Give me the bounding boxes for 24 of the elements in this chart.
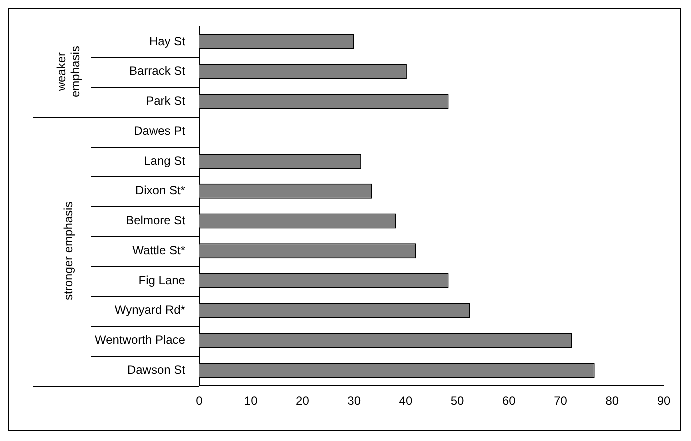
x-tick-label: 70 — [554, 394, 568, 408]
text: stronger emphasis — [61, 202, 76, 300]
y-tick-label: Wattle St* — [132, 243, 186, 258]
y-tick-label: Lang St — [144, 154, 186, 168]
x-tick-label: 60 — [502, 394, 516, 408]
y-tick-label: Dixon St* — [135, 184, 186, 198]
y-tick-label: Wynyard Rd* — [114, 303, 186, 318]
x-tick-label: 90 — [657, 394, 671, 408]
x-tick-label: 30 — [348, 394, 362, 408]
y-tick-label: Dawes Pt — [134, 124, 186, 138]
text: weaker emphasis — [54, 46, 82, 98]
x-tick-label: 80 — [606, 394, 620, 408]
x-tick-label: 50 — [450, 394, 465, 408]
y-tick-label: Park St — [146, 94, 186, 108]
y-tick-label: Hay St — [149, 34, 186, 48]
x-tick-label: 40 — [399, 394, 413, 408]
y-tick-label: Dawson St — [127, 362, 186, 377]
x-tick-label: 10 — [244, 394, 258, 408]
y-tick-label: Fig Lane — [138, 273, 186, 288]
y-tick-label: Wentworth Place — [94, 333, 186, 348]
y-tick-label: Belmore St — [126, 214, 186, 228]
y-tick-label: Barrack St — [129, 64, 186, 78]
x-tick-label: 0 — [196, 394, 204, 408]
x-tick-label: 20 — [296, 394, 310, 408]
